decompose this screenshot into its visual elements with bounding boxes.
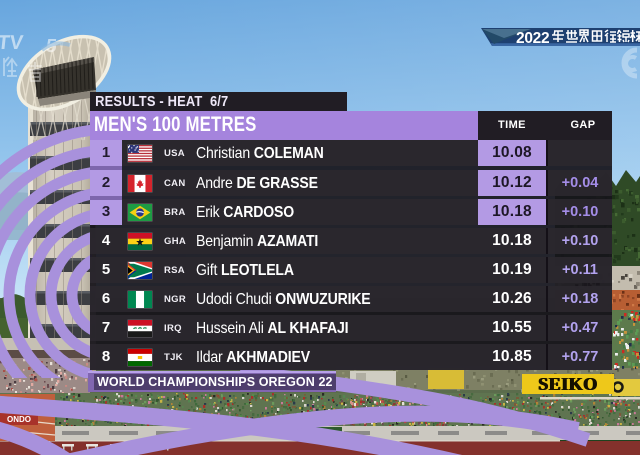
svg-text:TV: TV: [0, 32, 25, 54]
svg-text:2022: 2022: [516, 30, 549, 47]
svg-text:ONDO: ONDO: [7, 415, 31, 424]
